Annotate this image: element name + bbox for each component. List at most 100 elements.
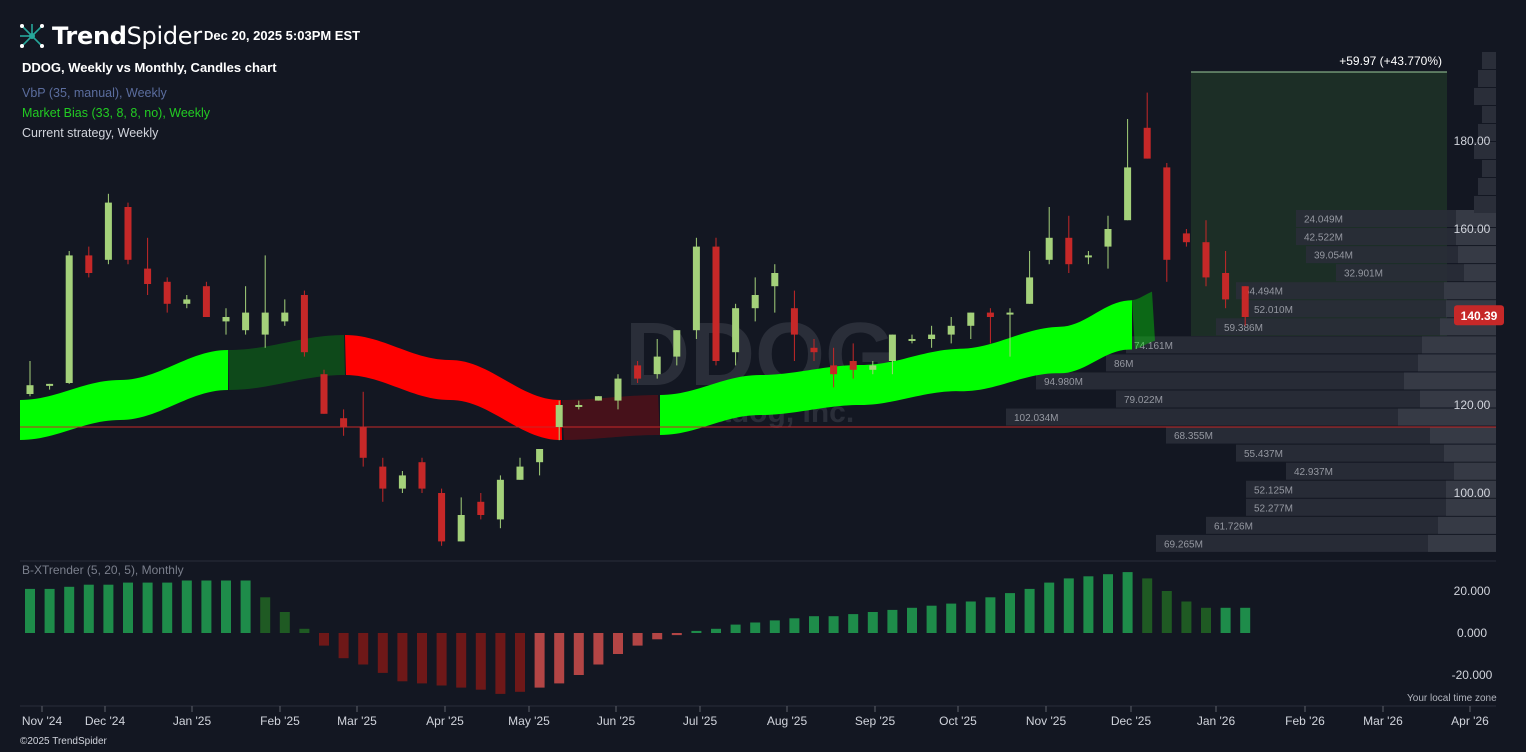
oscillator-bar [711, 628, 721, 633]
oscillator-bar [1181, 601, 1192, 633]
market-bias-band-segment [1132, 291, 1155, 350]
candle-body [986, 312, 994, 317]
volume-profile-bar-up [1404, 372, 1496, 390]
timezone-label[interactable]: Your local time zone [1407, 693, 1497, 704]
time-axis-tick: Apr '26 [1451, 714, 1489, 728]
candle-body [1084, 255, 1092, 258]
volume-profile-bar-up [1398, 408, 1496, 426]
oscillator-bar [946, 603, 957, 633]
oscillator-bar [417, 633, 427, 684]
volume-profile-bar-up [1454, 462, 1496, 480]
candle-body [124, 207, 132, 260]
candle-body [771, 273, 779, 287]
oscillator-bar [867, 612, 878, 633]
candle-body [65, 255, 73, 383]
volume-profile-bar-up [1438, 516, 1496, 534]
oscillator-bar [456, 633, 467, 688]
candle-body [457, 515, 465, 542]
candle-body [144, 268, 152, 284]
oscillator-axis-tick: 0.000 [1457, 626, 1487, 640]
time-axis-tick: Nov '24 [22, 714, 63, 728]
volume-profile-label: 86M [1114, 359, 1133, 370]
candle-body [849, 361, 857, 370]
candle-body [555, 405, 563, 427]
oscillator-bar [652, 633, 663, 640]
volume-profile-bar [1036, 372, 1496, 390]
oscillator-bar [1240, 607, 1251, 633]
oscillator-bar [279, 612, 290, 633]
oscillator-bar [593, 633, 604, 665]
candle-body [516, 466, 524, 480]
oscillator-bar [162, 582, 173, 633]
oscillator-bar [985, 597, 996, 633]
candle-body [830, 365, 838, 375]
candle-body [928, 334, 936, 339]
volume-profile-bar-up [1418, 354, 1496, 372]
volume-profile-bar-top [1474, 142, 1496, 159]
time-axis-tick: Oct '25 [939, 714, 977, 728]
candle-body [712, 246, 720, 361]
oscillator-bar [83, 584, 94, 633]
volume-profile-bar [1216, 318, 1496, 336]
volume-profile-bar [1206, 516, 1496, 534]
volume-profile-bar-top [1478, 70, 1496, 87]
volume-profile-bar-up [1430, 426, 1496, 444]
candle-body [888, 334, 896, 361]
candle-body [320, 374, 328, 414]
price-axis-tick: 160.00 [1454, 222, 1491, 236]
time-axis-tick: Sep '25 [855, 714, 896, 728]
volume-profile-bar-up [1446, 498, 1496, 516]
oscillator-bar [436, 633, 447, 686]
oscillator-bar [495, 633, 506, 694]
indicator-vbp-label[interactable]: VbP (35, manual), Weekly [22, 86, 167, 100]
candle-body [732, 308, 740, 353]
oscillator-bar [691, 630, 702, 633]
oscillator-bar [554, 633, 565, 684]
indicator-market-bias-label[interactable]: Market Bias (33, 8, 8, no), Weekly [22, 106, 211, 120]
price-axis-tick: 100.00 [1454, 486, 1491, 500]
oscillator-bar [515, 633, 525, 692]
candle-body [222, 317, 230, 322]
volume-profile-bar [1106, 354, 1496, 372]
volume-profile-bar [1246, 498, 1496, 516]
market-bias-band-segment [228, 335, 345, 390]
candle-body [340, 418, 348, 427]
candle-body [908, 339, 916, 341]
oscillator-bar [926, 605, 937, 633]
spider-icon [20, 24, 44, 48]
volume-profile-label: 79.022M [1124, 395, 1163, 406]
time-axis-tick: Jun '25 [597, 714, 636, 728]
time-axis-tick: Mar '25 [337, 714, 377, 728]
volume-profile-bar-up [1444, 444, 1496, 462]
indicator-strategy-label[interactable]: Current strategy, Weekly [22, 126, 159, 140]
candle-body [300, 295, 308, 353]
candle-body [947, 325, 955, 335]
market-bias-band-segment [562, 395, 660, 440]
volume-profile-bar-top [1474, 88, 1496, 105]
candle-body [1065, 237, 1073, 265]
last-price-value: 140.39 [1461, 309, 1498, 323]
candle-body [183, 299, 191, 304]
oscillator-bar [260, 597, 271, 633]
oscillator-bar [828, 616, 839, 633]
oscillator-bar [632, 633, 643, 646]
oscillator-bar [730, 624, 741, 633]
oscillator-bar [1005, 593, 1015, 633]
copyright: ©2025 TrendSpider [20, 736, 107, 747]
chart-title[interactable]: DDOG, Weekly vs Monthly, Candles chart [22, 60, 277, 75]
time-axis-tick: Jan '26 [1197, 714, 1236, 728]
volume-profile-bar [1286, 462, 1496, 480]
last-price-badge [1454, 305, 1504, 326]
market-bias-band-segment [345, 335, 562, 440]
candle-body [202, 286, 210, 317]
candle-body [810, 347, 818, 353]
volume-profile-label: 32.901M [1344, 269, 1383, 280]
candle-body [536, 449, 544, 463]
volume-profile-bar [1296, 210, 1496, 227]
volume-profile-label: 52.125M [1254, 485, 1293, 496]
oscillator-bar [907, 607, 917, 633]
oscillator-bar [338, 633, 349, 659]
market-bias-band-segment [660, 300, 1132, 435]
oscillator-label[interactable]: B-XTrender (5, 20, 5), Monthly [22, 563, 184, 577]
